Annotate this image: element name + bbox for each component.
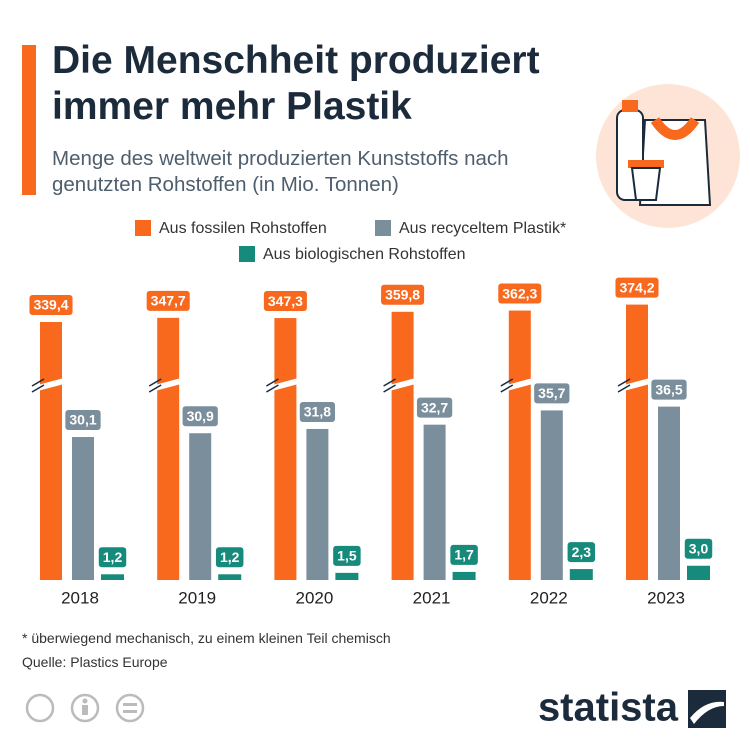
axis-break-gap [385,378,416,392]
value-label: 1,7 [454,547,474,563]
axis-break-line [617,384,631,393]
value-label-box [333,545,361,566]
logo-wave [690,701,724,724]
bar [423,424,446,580]
license-icons [25,693,145,723]
axis-break-gap [620,378,650,392]
axis-break-gap [268,378,299,392]
bar [452,571,476,580]
value-label-box [416,397,453,418]
value-label: 362,3 [502,285,537,301]
value-label: 1,5 [337,548,357,564]
value-label: 36,5 [655,381,682,397]
x-tick-label: 2019 [178,588,216,607]
bar [540,410,563,580]
bar [687,565,710,580]
x-tick-label: 2021 [413,588,451,607]
value-label-box [146,290,190,311]
value-label: 30,9 [187,408,214,424]
notes: * überwiegend mechanisch, zu einem klein… [22,626,391,674]
title-accent [22,45,36,195]
bar [626,304,648,580]
bar [101,574,124,580]
value-label-box [299,401,336,422]
value-label: 30,1 [69,412,96,428]
axis-break-gap [34,378,64,392]
x-tick-label: 2022 [530,588,568,607]
bar [508,310,531,580]
axis-break-line [617,378,631,387]
bar [218,574,242,580]
axis-break-gap [151,378,182,392]
value-label-box [651,379,687,400]
source: Quelle: Plastics Europe [22,654,168,670]
value-label: 31,8 [304,404,331,420]
bar [306,428,329,580]
axis-break-line [500,378,514,387]
bar [157,317,180,580]
axis-break-gap [502,378,533,392]
bar [658,406,680,580]
value-label-box [567,542,596,563]
legend-swatch [135,220,151,236]
value-label-box [684,538,713,559]
axis-break-line [31,378,45,387]
value-label: 359,8 [385,287,420,303]
bar [40,322,62,580]
value-label: 1,2 [103,549,123,565]
axis-break-line [266,378,279,387]
value-label: 32,7 [421,399,448,415]
illustration [596,84,740,228]
chart-subtitle: Menge des weltweit produzierten Kunststo… [52,147,509,196]
axis-break-line [31,384,45,393]
value-label: 3,0 [689,540,709,556]
x-tick-label: 2018 [61,588,99,607]
bar [189,433,212,580]
legend-label: Aus biologischen Rohstoffen [263,246,466,263]
x-tick-label: 2023 [647,588,685,607]
x-tick-label: 2020 [295,588,333,607]
chart-title: Die Menschheit produziert immer mehr Pla… [52,39,540,128]
axis-break-line [500,384,514,393]
legend-swatch [375,220,391,236]
value-label-box [450,544,478,565]
bar [335,572,359,580]
value-label-box [498,283,542,304]
axis-break-line [148,378,162,387]
value-label-box [182,406,218,427]
value-label-box [263,291,307,312]
logo: statista [538,686,679,730]
value-label-box [29,295,73,315]
bar [72,437,94,580]
value-label-box [534,383,570,404]
axis-break-line [383,384,396,393]
value-label: 374,2 [619,279,654,295]
axis-break-line [383,378,396,387]
bar [569,569,593,580]
legend-swatch [239,246,255,262]
value-label-box [98,547,127,568]
value-label: 2,3 [572,544,592,560]
bar [274,318,297,580]
value-label-box [215,547,244,568]
axis-break-line [148,384,162,393]
value-label-box [381,284,425,305]
value-label: 347,7 [151,293,186,309]
value-label: 347,3 [268,293,303,309]
legend-label: Aus fossilen Rohstoffen [159,220,327,237]
footnote: * überwiegend mechanisch, zu einem klein… [22,630,391,646]
value-label-box [615,277,659,298]
bar [391,311,414,580]
value-label-box [65,410,101,431]
value-label: 339,4 [33,297,68,313]
value-label: 35,7 [538,385,565,401]
legend-label: Aus recyceltem Plastik* [399,220,566,237]
value-label: 1,2 [220,549,240,565]
axis-break-line [266,384,279,393]
